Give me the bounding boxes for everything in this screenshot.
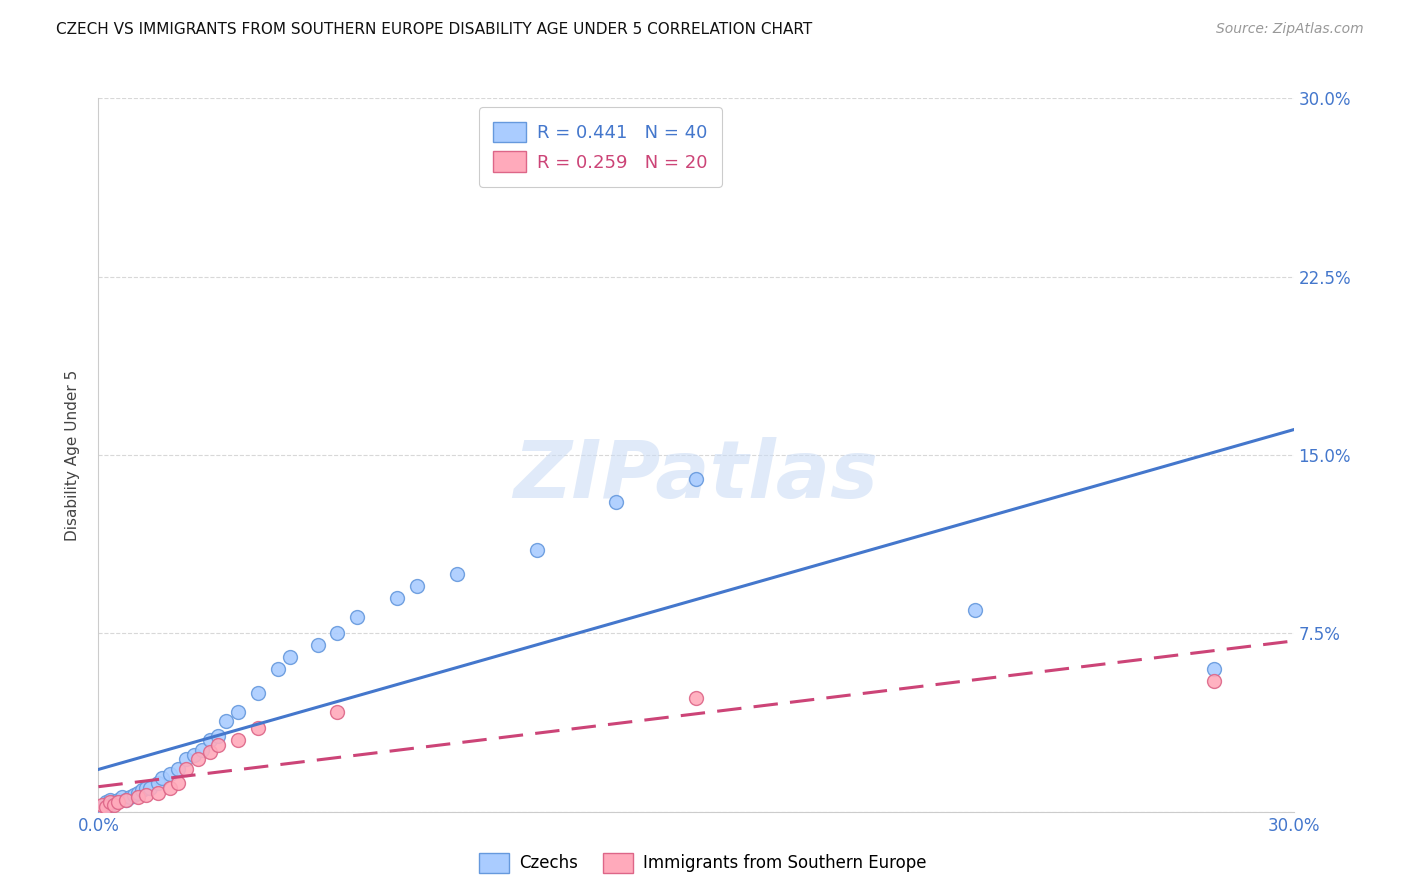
Point [183, 747, 205, 762]
Point [111, 790, 134, 805]
Point [215, 714, 238, 729]
Point [307, 638, 329, 652]
Point [127, 786, 149, 800]
Point [278, 650, 301, 665]
Point [246, 686, 269, 700]
Text: CZECH VS IMMIGRANTS FROM SOUTHERN EUROPE DISABILITY AGE UNDER 5 CORRELATION CHAR: CZECH VS IMMIGRANTS FROM SOUTHERN EUROPE… [56, 22, 813, 37]
Text: ZIPatlas: ZIPatlas [513, 437, 879, 516]
Point [226, 705, 249, 719]
Point [150, 772, 173, 786]
Point [191, 743, 214, 757]
Point [207, 738, 229, 752]
Point [107, 793, 129, 807]
Point [685, 472, 707, 486]
Point [326, 705, 349, 719]
Point [406, 579, 429, 593]
Point [91, 800, 114, 814]
Point [159, 780, 181, 795]
Point [346, 609, 368, 624]
Point [148, 786, 170, 800]
Legend: Czechs, Immigrants from Southern Europe: Czechs, Immigrants from Southern Europe [472, 847, 934, 880]
Point [246, 722, 269, 736]
Point [135, 780, 157, 795]
Point [167, 762, 190, 776]
Point [100, 795, 122, 809]
Point [167, 776, 190, 790]
Point [605, 495, 627, 509]
Point [103, 795, 125, 809]
Point [226, 733, 249, 747]
Point [963, 602, 986, 616]
Point [107, 795, 129, 809]
Point [115, 793, 138, 807]
Y-axis label: Disability Age Under 5: Disability Age Under 5 [65, 369, 80, 541]
Point [96, 797, 118, 812]
Point [187, 752, 209, 766]
Point [96, 800, 118, 814]
Point [127, 790, 149, 805]
Point [100, 793, 122, 807]
Point [96, 795, 118, 809]
Point [91, 797, 114, 812]
Legend: R = 0.441   N = 40, R = 0.259   N = 20: R = 0.441 N = 40, R = 0.259 N = 20 [479, 107, 721, 186]
Point [326, 626, 349, 640]
Point [385, 591, 409, 605]
Point [198, 745, 221, 759]
Point [207, 729, 229, 743]
Point [103, 797, 125, 812]
Text: Source: ZipAtlas.com: Source: ZipAtlas.com [1216, 22, 1364, 37]
Point [139, 780, 162, 795]
Point [100, 797, 122, 812]
Point [526, 543, 548, 558]
Point [1202, 662, 1225, 676]
Point [198, 733, 221, 747]
Point [267, 662, 290, 676]
Point [174, 762, 197, 776]
Point [174, 752, 197, 766]
Point [120, 790, 142, 805]
Point [159, 766, 181, 780]
Point [131, 783, 153, 797]
Point [124, 788, 146, 802]
Point [135, 788, 157, 802]
Point [1202, 673, 1225, 688]
Point [446, 566, 468, 581]
Point [115, 793, 138, 807]
Point [148, 776, 170, 790]
Point [685, 690, 707, 705]
